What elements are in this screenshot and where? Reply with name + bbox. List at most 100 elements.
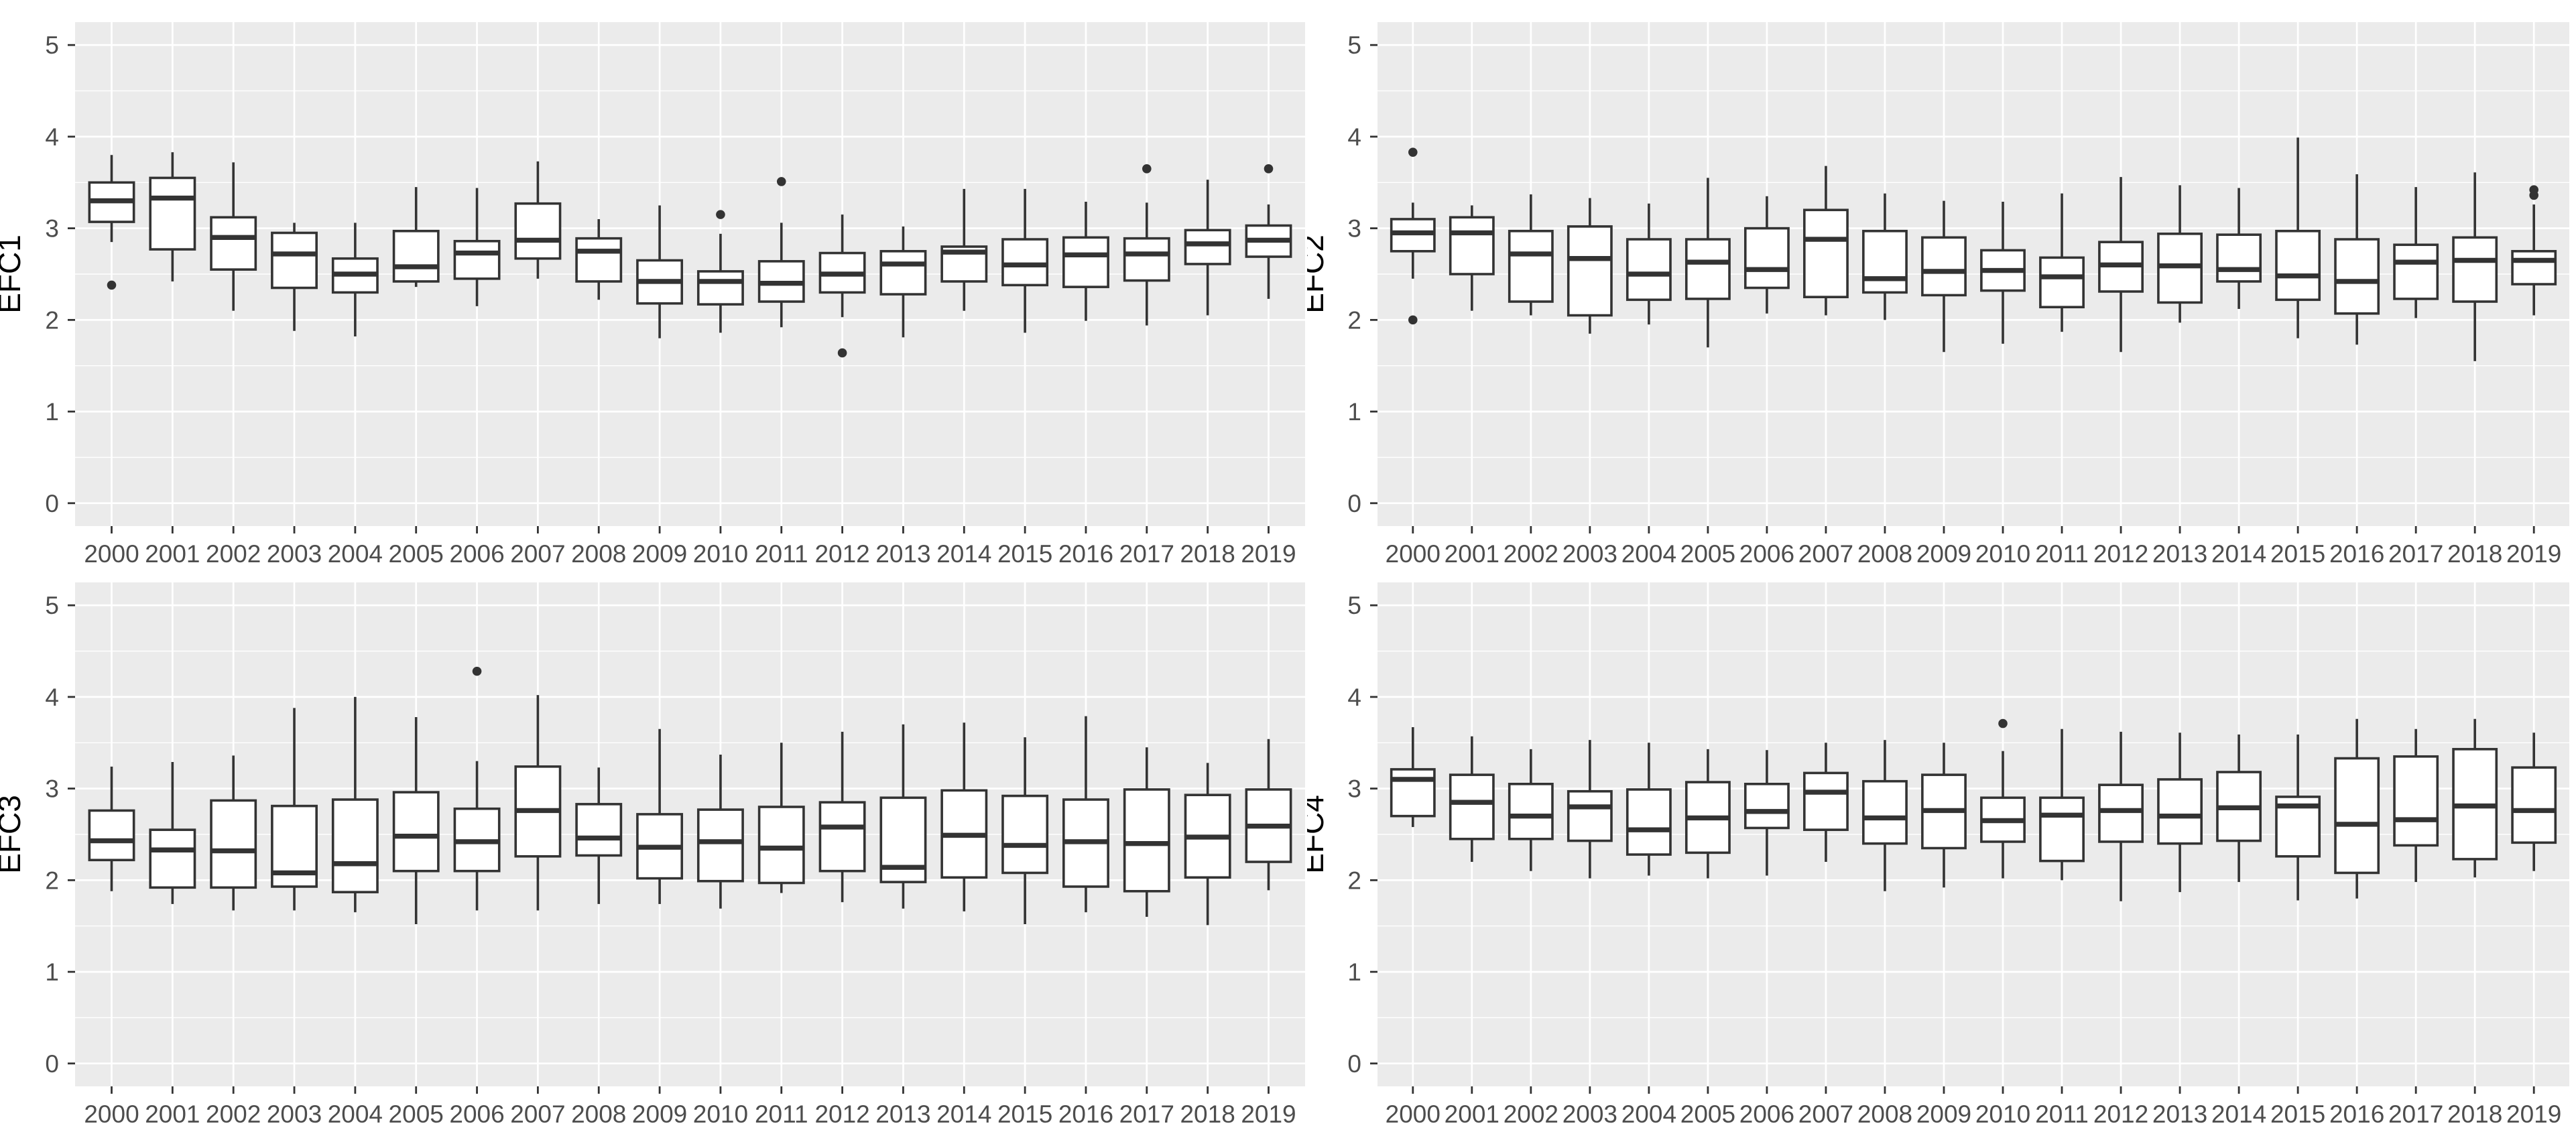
x-axis-tick-label: 2006 (449, 540, 504, 568)
boxplot-2001 (149, 152, 196, 281)
boxplot-2015 (2275, 734, 2321, 901)
iqr-box (2511, 250, 2557, 285)
x-axis-tick-label: 2019 (2506, 540, 2561, 568)
y-axis-title: EFC2 (1307, 235, 1330, 314)
y-axis-tick-label: 1 (45, 398, 59, 426)
boxplot-2005 (1684, 178, 1731, 348)
x-axis-tick-label: 2018 (2447, 1100, 2502, 1128)
iqr-box (149, 828, 196, 889)
boxplot-2004 (331, 223, 379, 336)
boxplot-2006 (453, 188, 501, 306)
boxplot-2017 (2393, 728, 2439, 883)
x-axis-tick-label: 2013 (2152, 1100, 2207, 1128)
x-axis-tick-label: 2018 (2447, 540, 2502, 568)
boxplot-2007 (514, 161, 562, 279)
boxplot-2019 (2511, 185, 2557, 316)
x-axis-tick-label: 2006 (449, 1100, 504, 1128)
x-axis-tick-label: 2011 (2035, 540, 2089, 568)
iqr-box (818, 801, 866, 873)
boxplot-2016 (1062, 716, 1109, 913)
boxplot-2019 (2511, 733, 2557, 871)
x-axis-tick-label: 2011 (755, 540, 808, 568)
outlier-point (1408, 315, 1418, 325)
iqr-box (331, 798, 379, 893)
iqr-box (1567, 225, 1613, 317)
x-axis-tick-label: 2003 (1562, 540, 1617, 568)
boxplot-2006 (1744, 750, 1790, 876)
x-axis-tick-label: 2011 (2035, 1100, 2089, 1128)
boxplot-2012 (2098, 731, 2144, 901)
boxplot-2018 (1184, 180, 1231, 316)
x-axis-tick-label: 2008 (571, 1100, 626, 1128)
y-axis-tick-label: 4 (1347, 684, 1361, 711)
iqr-box (1449, 773, 1495, 840)
boxplot-2009 (636, 205, 684, 338)
iqr-box (1803, 771, 1849, 831)
iqr-box (1062, 236, 1109, 288)
boxplot-2012 (2098, 177, 2144, 353)
boxplot-2005 (392, 716, 440, 924)
iqr-box (575, 237, 623, 283)
iqr-box (2334, 757, 2380, 875)
iqr-box (2334, 238, 2380, 315)
boxplot-2013 (2157, 185, 2203, 323)
x-axis-tick-label: 2009 (1916, 1100, 1971, 1128)
iqr-box (2039, 796, 2085, 863)
y-axis-tick-label: 0 (1347, 490, 1361, 517)
boxplot-2014 (940, 188, 988, 311)
x-axis-tick-label: 2012 (2093, 1100, 2148, 1128)
iqr-box (2157, 778, 2203, 845)
boxplot-2014 (2216, 734, 2262, 883)
boxplot-2000 (1390, 147, 1436, 325)
boxplot-2001 (1449, 205, 1495, 311)
x-axis-tick-label: 2018 (1180, 540, 1235, 568)
x-axis-tick-label: 2006 (1739, 540, 1794, 568)
iqr-box (1184, 229, 1231, 265)
y-axis-tick-label: 5 (1347, 31, 1361, 59)
x-axis-tick-label: 2013 (875, 1100, 930, 1128)
boxplot-2004 (1626, 743, 1672, 876)
boxplot-2010 (696, 755, 744, 909)
iqr-box (1508, 782, 1554, 840)
y-axis-tick-label: 4 (45, 123, 59, 151)
boxplot-2017 (1123, 164, 1170, 326)
x-axis-tick-label: 2003 (267, 1100, 322, 1128)
boxplot-2014 (2216, 188, 2262, 309)
boxplot-2016 (1062, 201, 1109, 321)
x-axis-tick-label: 2019 (1241, 1100, 1296, 1128)
boxplot-2011 (2039, 728, 2085, 881)
y-axis-tick-label: 2 (1347, 867, 1361, 894)
iqr-box (1390, 768, 1436, 818)
iqr-box (2039, 256, 2085, 309)
x-axis-tick-label: 2001 (1445, 540, 1499, 568)
iqr-box (1744, 782, 1790, 830)
x-axis-tick-label: 2002 (1504, 540, 1558, 568)
outlier-point (472, 666, 482, 676)
x-axis-tick-label: 2000 (84, 540, 139, 568)
iqr-box (757, 806, 805, 885)
boxplot-2011 (2039, 193, 2085, 332)
boxplot-2018 (1184, 763, 1231, 926)
boxplot-2018 (2452, 718, 2498, 878)
iqr-box (2393, 243, 2439, 300)
x-axis-tick-label: 2010 (1975, 540, 2030, 568)
outlier-point (776, 177, 786, 186)
x-axis-tick-label: 2007 (1798, 1100, 1853, 1128)
iqr-box (575, 803, 623, 857)
x-axis-tick-label: 2002 (206, 1100, 261, 1128)
x-axis-tick-label: 2014 (936, 1100, 991, 1128)
boxplot-2000 (88, 155, 135, 290)
x-axis-tick-label: 2014 (2211, 1100, 2266, 1128)
boxplot-2013 (879, 724, 927, 909)
boxplot-2011 (757, 177, 805, 328)
boxplot-2007 (1803, 166, 1849, 316)
iqr-box (210, 216, 257, 271)
iqr-box (1626, 788, 1672, 856)
x-axis-tick-label: 2009 (632, 1100, 687, 1128)
x-axis-tick-label: 2017 (2388, 540, 2443, 568)
x-axis-tick-label: 2009 (632, 540, 687, 568)
boxplot-2003 (271, 223, 318, 331)
boxplot-2007 (514, 695, 562, 911)
